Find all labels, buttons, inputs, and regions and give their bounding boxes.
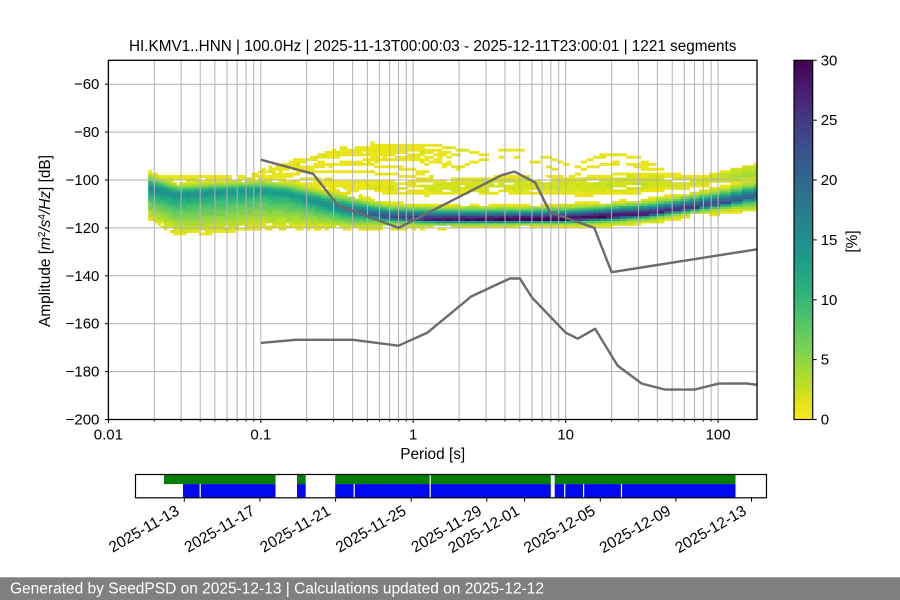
svg-text:−60: −60 xyxy=(74,76,99,93)
svg-text:Amplitude [m2/s4/Hz] [dB]: Amplitude [m2/s4/Hz] [dB] xyxy=(37,155,54,327)
svg-text:15: 15 xyxy=(821,232,838,249)
svg-text:−160: −160 xyxy=(66,316,100,333)
svg-text:−180: −180 xyxy=(66,364,100,381)
svg-text:10: 10 xyxy=(557,427,574,444)
svg-text:Period [s]: Period [s] xyxy=(400,446,465,463)
svg-text:−100: −100 xyxy=(66,172,100,189)
svg-text:−80: −80 xyxy=(74,124,99,141)
svg-text:30: 30 xyxy=(821,52,838,69)
svg-text:10: 10 xyxy=(821,292,838,309)
svg-text:0.1: 0.1 xyxy=(250,427,271,444)
svg-text:25: 25 xyxy=(821,112,838,129)
svg-text:1: 1 xyxy=(409,427,417,444)
svg-text:0: 0 xyxy=(821,412,829,429)
svg-text:−200: −200 xyxy=(66,412,100,429)
svg-text:−140: −140 xyxy=(66,268,100,285)
svg-text:[%]: [%] xyxy=(844,230,861,252)
svg-text:5: 5 xyxy=(821,352,829,369)
svg-text:0.01: 0.01 xyxy=(94,427,123,444)
svg-text:−120: −120 xyxy=(66,220,100,237)
svg-text:HI.KMV1..HNN | 100.0Hz | 2025-: HI.KMV1..HNN | 100.0Hz | 2025-11-13T00:0… xyxy=(129,38,737,55)
svg-text:Generated by SeedPSD on 2025-1: Generated by SeedPSD on 2025-12-13 | Cal… xyxy=(10,581,544,598)
svg-text:100: 100 xyxy=(706,427,731,444)
svg-text:20: 20 xyxy=(821,172,838,189)
